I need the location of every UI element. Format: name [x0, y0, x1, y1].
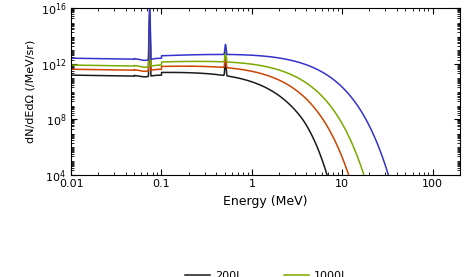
500J — [321, 119, 327, 123]
200J — [301, 120, 307, 124]
1000J — [457, 187, 463, 190]
200J — [358, 187, 364, 190]
1000J — [147, 14, 153, 17]
500J — [350, 187, 356, 190]
500J — [301, 95, 307, 99]
200J — [217, 73, 222, 76]
500J — [358, 187, 364, 190]
3500J — [68, 57, 74, 60]
1000J — [358, 165, 364, 168]
500J — [147, 18, 153, 21]
Line: 1000J: 1000J — [71, 16, 460, 188]
200J — [321, 163, 327, 167]
3500J — [139, 58, 145, 62]
X-axis label: Energy (MeV): Energy (MeV) — [223, 195, 308, 208]
3500J — [217, 53, 222, 56]
3500J — [147, 7, 153, 10]
200J — [139, 75, 145, 78]
1000J — [68, 63, 74, 67]
500J — [457, 187, 463, 190]
1000J — [365, 187, 371, 190]
1000J — [139, 65, 145, 69]
Line: 200J: 200J — [71, 26, 460, 188]
3500J — [301, 62, 307, 66]
Line: 500J: 500J — [71, 20, 460, 188]
3500J — [457, 187, 463, 190]
3500J — [390, 187, 395, 190]
3500J — [388, 181, 393, 184]
1000J — [388, 187, 394, 190]
500J — [139, 70, 145, 73]
Line: 3500J: 3500J — [71, 8, 460, 188]
200J — [388, 187, 394, 190]
500J — [68, 68, 74, 71]
500J — [388, 187, 394, 190]
Legend: 200J, 500J, 1000J, 3500J: 200J, 500J, 1000J, 3500J — [181, 266, 350, 277]
200J — [457, 187, 463, 190]
1000J — [301, 80, 307, 83]
200J — [68, 73, 74, 77]
500J — [217, 65, 222, 69]
3500J — [358, 110, 364, 113]
Y-axis label: dN/dEdΩ (/MeV/sr): dN/dEdΩ (/MeV/sr) — [25, 40, 35, 143]
1000J — [321, 97, 327, 100]
3500J — [321, 71, 327, 75]
200J — [328, 187, 334, 190]
1000J — [217, 60, 222, 63]
200J — [147, 25, 153, 28]
